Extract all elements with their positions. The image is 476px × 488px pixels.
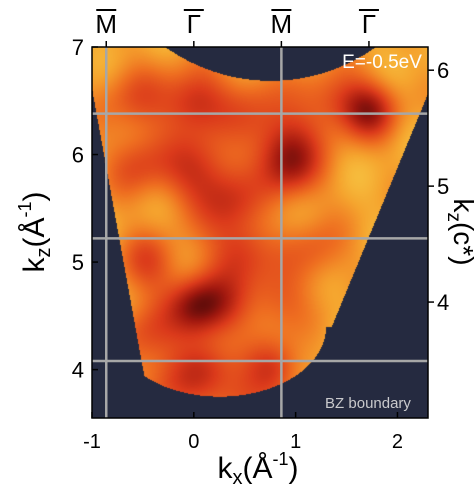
top-symbol-label-3: Γ (362, 9, 376, 39)
top-symbol-label-0: M (95, 9, 117, 39)
bz-boundary-label: BZ boundary (325, 395, 411, 412)
x-axis-label-sup: -1 (272, 449, 288, 469)
x-tick-label-3: 2 (392, 431, 403, 453)
x-axis-ticks: -1 0 1 2 (83, 412, 403, 453)
y-tick-label-1: 5 (72, 250, 84, 275)
y-axis-label-sup: -1 (15, 201, 35, 217)
x-tick-label-2: 1 (290, 431, 301, 453)
y-axis-ticks: 4 5 6 7 (72, 35, 98, 383)
y-axis-label-sub: z (33, 248, 55, 258)
y2-axis-label: kz(c*) (443, 198, 476, 265)
x-axis-label-rest: (Å (242, 452, 272, 485)
y-tick-label-3: 7 (72, 35, 84, 60)
x-tick-label-1: 0 (188, 431, 199, 453)
y2-tick-label-0: 4 (437, 290, 449, 315)
y2-tick-label-2: 6 (437, 58, 449, 83)
intensity-map (92, 47, 428, 418)
axes-frame (91, 46, 429, 419)
y2-tick-label-1: 5 (437, 174, 449, 199)
energy-annotation: E=-0.5eV (342, 52, 422, 73)
x-axis-label-base: k (217, 452, 233, 485)
y2-axis-ticks: 4 5 6 (428, 58, 449, 315)
y2-axis-label-rest: (c*) (448, 222, 476, 266)
x-axis-label-close: ) (289, 452, 299, 485)
y-tick-label-0: 4 (72, 358, 84, 383)
y-axis-label-rest: (Å (18, 218, 51, 248)
bz-boundary-grid (92, 47, 428, 418)
top-symbol-label-2: M (271, 9, 293, 39)
x-axis-label-sub: x (232, 467, 242, 488)
y2-axis-label-base: k (448, 198, 476, 213)
y-tick-label-2: 6 (72, 143, 84, 168)
x-tick-label-0: -1 (83, 431, 101, 453)
y-axis-label: kz(Å-1) (15, 191, 55, 272)
x-axis-label: kx(Å-1) (217, 449, 298, 488)
y-axis-label-base: k (18, 257, 51, 273)
y-axis-label-close: ) (18, 191, 51, 201)
top-symbol-label-1: Γ (187, 9, 201, 39)
y2-axis-label-sub: z (443, 212, 464, 222)
